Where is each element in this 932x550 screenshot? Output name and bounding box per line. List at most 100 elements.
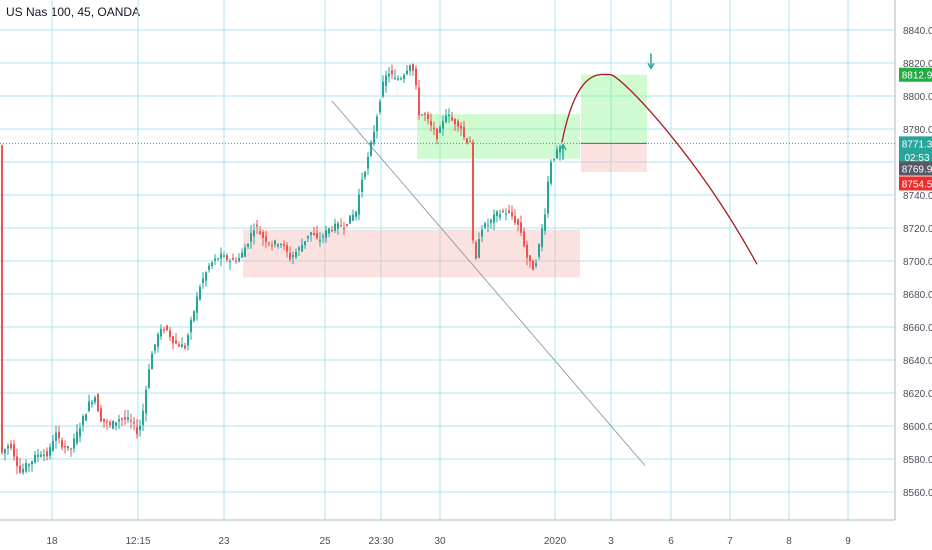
candle-body (97, 394, 99, 412)
candle-body (193, 311, 195, 321)
candle-body (544, 214, 546, 231)
candle-body (346, 223, 348, 226)
candle-body (64, 446, 66, 448)
candle-body (106, 421, 108, 423)
candle-body (520, 222, 522, 233)
candle-body (460, 125, 462, 129)
trend-line (331, 100, 646, 466)
candle-body (490, 219, 492, 223)
chart-title: US Nas 100, 45, OANDA (6, 5, 141, 19)
candle-body (151, 353, 153, 370)
candle-body (31, 461, 33, 465)
candle-body (115, 422, 117, 426)
target-zone (581, 74, 647, 144)
candle-body (403, 75, 405, 79)
candle-body (352, 214, 354, 221)
candle-body (307, 235, 309, 239)
candle-body (67, 446, 69, 449)
candle-body (508, 210, 510, 213)
candle-body (211, 262, 213, 267)
candle-body (343, 227, 345, 229)
price-tag-label: 8769.9 (902, 165, 932, 176)
candle-body (262, 232, 264, 238)
candle-body (145, 389, 147, 414)
down-arrow-head-icon (647, 62, 655, 70)
candle-body (328, 228, 330, 234)
candle-body (304, 240, 306, 246)
candle-body (61, 440, 63, 448)
candle-body (94, 397, 96, 403)
candle-body (529, 255, 531, 261)
candle-body (85, 414, 87, 421)
x-tick-label: 23:30 (368, 536, 393, 547)
candle-body (532, 260, 534, 271)
candle-body (142, 410, 144, 426)
candle-body (430, 120, 432, 126)
candle-body (163, 329, 165, 331)
stop-zone (581, 143, 647, 172)
candle-body (367, 156, 369, 169)
y-tick-label: 8720.0 (903, 224, 932, 235)
candle-body (130, 420, 132, 422)
candle-body (28, 464, 30, 466)
candle-body (553, 158, 555, 160)
candle-body (70, 448, 72, 450)
candle-body (454, 119, 456, 125)
candle-body (505, 213, 507, 215)
candle-body (322, 236, 324, 238)
candle-body (232, 258, 234, 260)
x-tick-label: 7 (727, 536, 733, 547)
candle-body (169, 330, 171, 337)
price-tag (899, 150, 932, 165)
y-tick-label: 8580.0 (903, 455, 932, 466)
x-tick-label: 2020 (544, 536, 567, 547)
y-tick-label: 8620.0 (903, 389, 932, 400)
candle-body (229, 261, 231, 263)
x-tick-label: 12:15 (125, 536, 150, 547)
candle-body (523, 231, 525, 247)
candle-body (394, 77, 396, 79)
candle-body (91, 402, 93, 404)
candle-body (280, 243, 282, 245)
candle-body (475, 242, 477, 259)
y-tick-label: 8840.0 (903, 26, 932, 37)
candle-body (355, 211, 357, 217)
candle-body (487, 225, 489, 227)
candle-body (277, 244, 279, 247)
y-tick-label: 8600.0 (903, 422, 932, 433)
candle-body (391, 70, 393, 75)
candle-body (238, 257, 240, 262)
y-tick-label: 8640.0 (903, 356, 932, 367)
candle-body (55, 432, 57, 441)
candle-body (241, 252, 243, 258)
candle-body (514, 216, 516, 223)
candle-body (244, 247, 246, 257)
candle-body (13, 444, 15, 457)
candle-body (409, 65, 411, 71)
candle-body (388, 73, 390, 77)
price-tag (899, 176, 932, 191)
candle-body (361, 179, 363, 193)
projection-curve (561, 73, 758, 265)
y-tick-label: 8700.0 (903, 257, 932, 268)
up-arrow-head-icon (559, 143, 567, 151)
candle-body (19, 465, 21, 473)
candle-body (382, 81, 384, 97)
candle-body (466, 138, 468, 144)
candle-body (235, 260, 237, 262)
candle-body (283, 244, 285, 246)
candle-body (253, 230, 255, 237)
supply-zone (417, 114, 580, 159)
y-tick-label: 8820.0 (903, 59, 932, 70)
candle-body (298, 247, 300, 250)
candle-body (337, 223, 339, 229)
candle-body (22, 468, 24, 473)
candle-body (184, 345, 186, 349)
candle-body (316, 233, 318, 238)
candle-body (502, 210, 504, 212)
candle-body (214, 258, 216, 261)
candle-body (496, 211, 498, 217)
candle-body (157, 334, 159, 347)
candle-body (550, 162, 552, 184)
